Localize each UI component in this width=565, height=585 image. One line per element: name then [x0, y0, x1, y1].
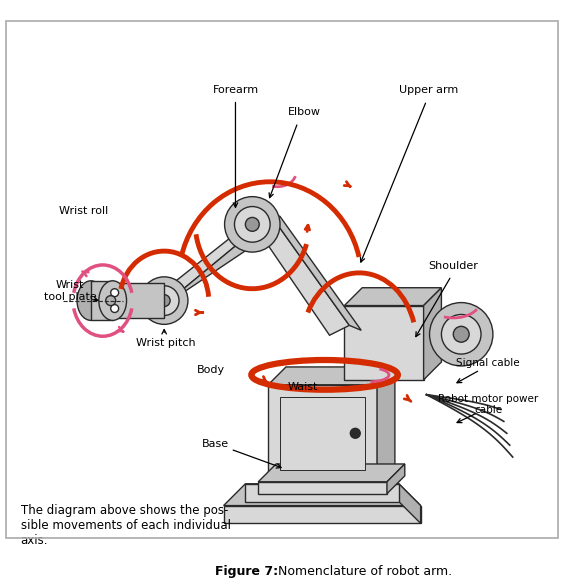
Text: Elbow: Elbow [288, 108, 321, 118]
Text: Robot motor power
cable: Robot motor power cable [438, 394, 538, 415]
Polygon shape [91, 281, 112, 321]
Text: Wrist roll: Wrist roll [59, 207, 108, 216]
Polygon shape [249, 212, 349, 335]
Circle shape [441, 315, 481, 354]
Circle shape [141, 277, 188, 324]
Circle shape [106, 295, 116, 305]
Text: Figure 7:: Figure 7: [215, 565, 278, 578]
Polygon shape [399, 484, 420, 524]
Ellipse shape [99, 281, 127, 321]
Circle shape [158, 295, 170, 307]
Polygon shape [377, 367, 395, 482]
Text: Base: Base [202, 439, 229, 449]
Text: Wrist pitch: Wrist pitch [136, 338, 196, 348]
Text: Forearm: Forearm [212, 85, 259, 95]
Text: Waist: Waist [288, 382, 318, 392]
Polygon shape [112, 283, 164, 318]
Circle shape [111, 305, 119, 312]
Polygon shape [151, 208, 267, 315]
Polygon shape [387, 464, 405, 494]
Circle shape [429, 302, 493, 366]
Circle shape [245, 218, 259, 231]
Polygon shape [224, 505, 420, 524]
Circle shape [453, 326, 469, 342]
Circle shape [224, 197, 280, 252]
Polygon shape [258, 482, 387, 494]
Polygon shape [345, 288, 441, 305]
Circle shape [111, 289, 119, 297]
Text: Signal cable: Signal cable [456, 358, 520, 368]
Circle shape [149, 285, 179, 315]
Polygon shape [151, 240, 253, 315]
Polygon shape [345, 305, 424, 380]
Polygon shape [258, 464, 405, 482]
Polygon shape [268, 212, 361, 331]
Ellipse shape [77, 281, 105, 321]
Circle shape [234, 207, 270, 242]
Polygon shape [268, 367, 395, 385]
Polygon shape [268, 385, 377, 482]
Polygon shape [224, 484, 420, 505]
Polygon shape [280, 397, 365, 470]
Text: Nomenclature of robot arm.: Nomenclature of robot arm. [274, 565, 452, 578]
Text: Body: Body [197, 365, 225, 375]
Text: Shoulder: Shoulder [428, 261, 478, 271]
Text: Wrist
tool plate: Wrist tool plate [44, 280, 97, 301]
Text: The diagram above shows the pos-
sible movements of each individual
axis.: The diagram above shows the pos- sible m… [20, 504, 231, 546]
Polygon shape [424, 288, 441, 380]
Circle shape [350, 428, 360, 438]
Text: Upper arm: Upper arm [399, 85, 458, 95]
Polygon shape [245, 484, 399, 501]
